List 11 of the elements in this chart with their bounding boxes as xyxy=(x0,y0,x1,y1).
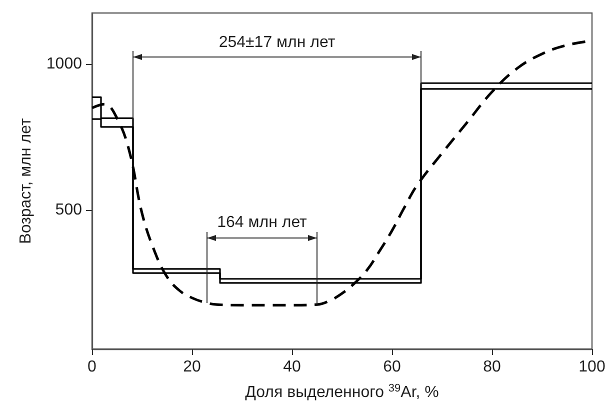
annotation: 164 млн лет xyxy=(217,214,308,231)
x-tick-label: 80 xyxy=(483,358,501,376)
x-tick-label: 20 xyxy=(183,358,201,376)
x-tick-label: 60 xyxy=(383,358,401,376)
y-tick-label: 1000 xyxy=(46,56,82,73)
annotation: 254±17 млн лет xyxy=(218,34,336,51)
x-tick-label: 0 xyxy=(88,358,97,376)
x-tick-label: 100 xyxy=(578,358,606,376)
y-tick-label: 500 xyxy=(55,202,82,219)
y-axis-title: Возраст, млн лет xyxy=(18,118,34,244)
x-tick-label: 40 xyxy=(283,358,301,376)
